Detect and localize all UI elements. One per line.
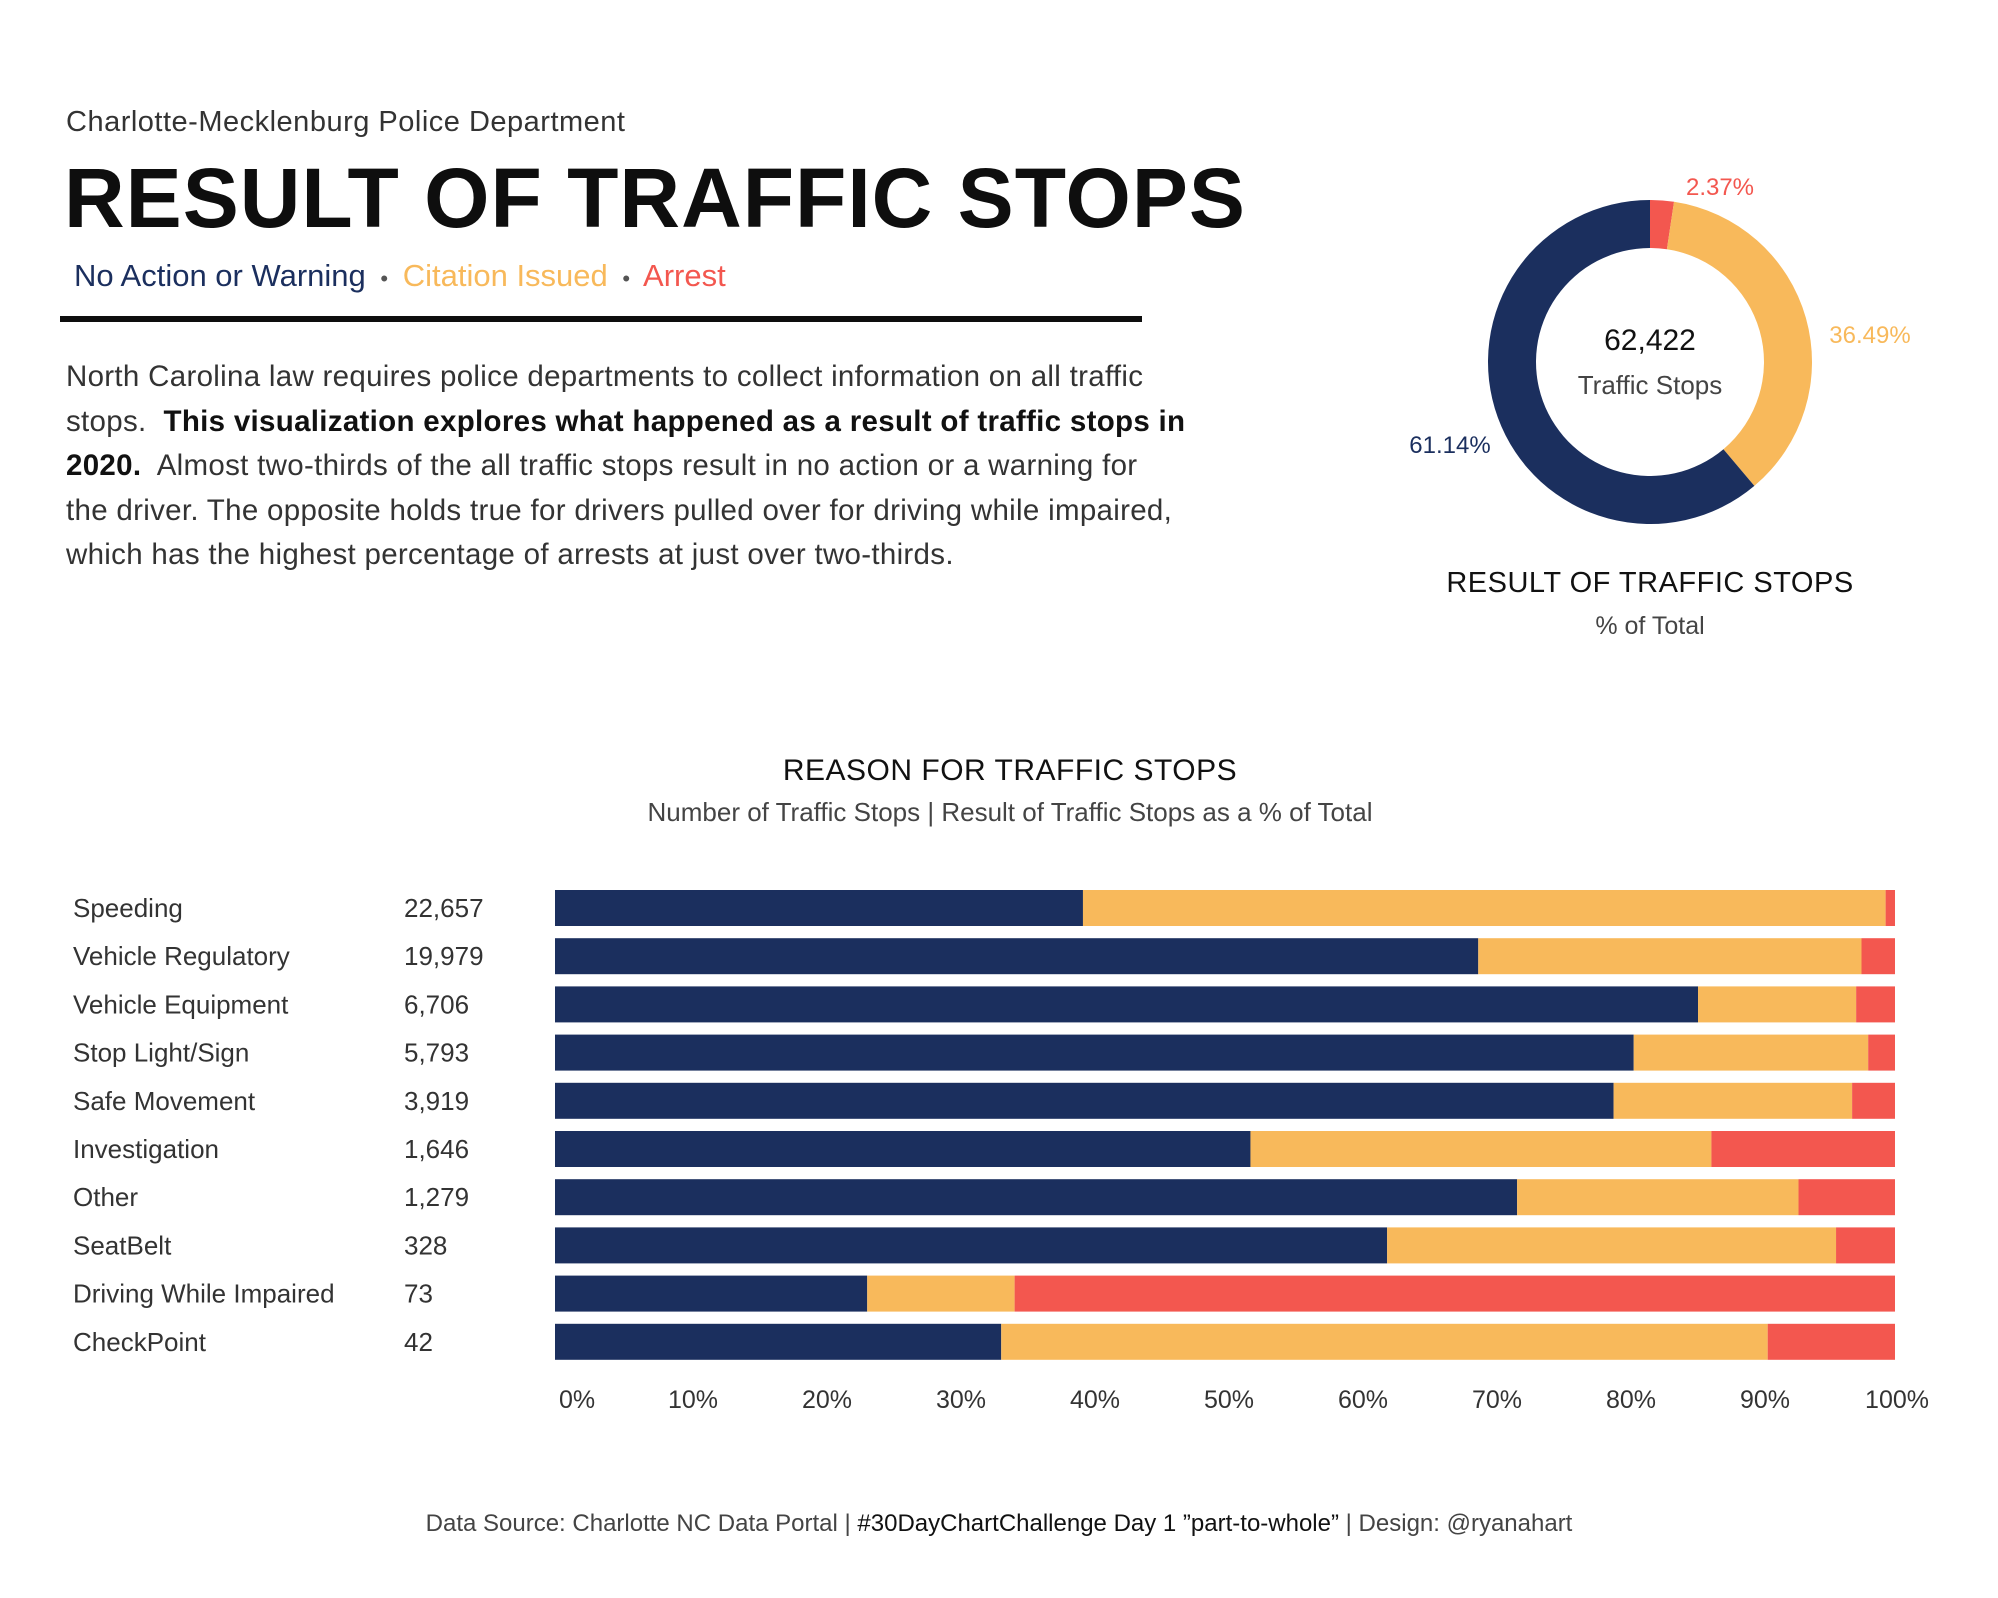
count-label: 328 (404, 1230, 447, 1260)
bar-segment-arrest (1798, 1179, 1895, 1216)
bar-segment-citation-issued (1082, 890, 1886, 926)
bar-segment-arrest (1885, 890, 1895, 926)
description-intro: North Carolina law requires police depar… (66, 360, 1144, 438)
donut-center-label: Traffic Stops (1577, 370, 1723, 400)
description-body: Almost two-thirds of the all traffic sto… (66, 449, 1173, 571)
category-label: Driving While Impaired (73, 1279, 335, 1309)
bar-segment-no-action-or-warning (555, 986, 1699, 1023)
donut-subtitle: % of Total (1595, 612, 1705, 640)
bar-segment-no-action-or-warning (555, 1082, 1614, 1119)
footer-challenge: #30DayChartChallenge Day 1 ”part-to-whol… (857, 1510, 1339, 1537)
donut-slice-citation-issued (1666, 201, 1812, 486)
color-legend: No Action or Warning • Citation Issued •… (74, 258, 726, 294)
title-divider (60, 316, 1142, 322)
legend-no-action: No Action or Warning (74, 258, 366, 293)
category-label: CheckPoint (73, 1327, 207, 1357)
bar-segment-citation-issued (867, 1275, 1015, 1312)
donut-slice-label: 2.37% (1686, 174, 1754, 201)
bar-segment-arrest (1836, 1227, 1895, 1264)
bar-segment-citation-issued (1517, 1179, 1799, 1216)
count-label: 3,919 (404, 1086, 469, 1116)
category-label: Vehicle Equipment (73, 989, 289, 1019)
legend-citation: Citation Issued (402, 258, 608, 293)
x-tick-label: 30% (936, 1386, 986, 1414)
count-label: 19,979 (404, 941, 484, 971)
bar-chart-title: REASON FOR TRAFFIC STOPS (782, 754, 1238, 787)
x-tick-label: 80% (1606, 1386, 1656, 1414)
x-tick-label: 10% (668, 1386, 718, 1414)
page-title: RESULT OF TRAFFIC STOPS (64, 151, 1246, 245)
bar-segment-citation-issued (1698, 986, 1857, 1023)
footer-design: | Design: @ryanahart (1338, 1510, 1573, 1537)
bar-segment-citation-issued (1633, 1034, 1869, 1071)
bar-segment-no-action-or-warning (555, 938, 1479, 975)
donut-slice-no-action-or-warning (1487, 200, 1755, 524)
description-bold: This visualization explores what happene… (66, 404, 1186, 483)
category-label: SeatBelt (73, 1230, 172, 1260)
count-label: 6,706 (404, 989, 469, 1019)
count-label: 22,657 (404, 893, 484, 923)
bar-segment-citation-issued (1250, 1131, 1712, 1167)
bar-segment-arrest (1868, 1034, 1895, 1071)
legend-separator: • (622, 266, 631, 291)
bar-segment-no-action-or-warning (555, 1227, 1388, 1264)
department-name: Charlotte-Mecklenburg Police Department (66, 106, 626, 138)
x-tick-label: 70% (1472, 1386, 1522, 1414)
count-label: 1,279 (404, 1182, 469, 1212)
bar-segment-no-action-or-warning (555, 1275, 868, 1312)
x-tick-label: 0% (559, 1386, 595, 1414)
legend-separator: • (380, 266, 389, 291)
category-label: Investigation (73, 1134, 219, 1164)
x-tick-label: 50% (1204, 1386, 1254, 1414)
bar-segment-arrest (1856, 986, 1895, 1023)
donut-slice-label: 61.14% (1409, 432, 1490, 459)
category-label: Safe Movement (73, 1086, 256, 1116)
count-label: 5,793 (404, 1038, 469, 1068)
bar-segment-no-action-or-warning (555, 1179, 1518, 1216)
category-label: Speeding (73, 893, 183, 923)
bar-segment-arrest (1852, 1082, 1895, 1119)
x-tick-label: 20% (802, 1386, 852, 1414)
bar-segment-arrest (1014, 1275, 1895, 1312)
donut-center-value: 62,422 (1604, 324, 1696, 357)
bar-segment-citation-issued (1613, 1082, 1853, 1119)
bar-segment-citation-issued (1001, 1323, 1768, 1360)
donut-slice-label: 36.49% (1829, 322, 1910, 349)
donut-slice-arrest (1650, 200, 1675, 250)
x-tick-label: 60% (1338, 1386, 1388, 1414)
x-tick-label: 100% (1865, 1386, 1929, 1414)
footer-credits: Data Source: Charlotte NC Data Portal | … (300, 1510, 1698, 1538)
bar-segment-no-action-or-warning (555, 1323, 1002, 1360)
category-label: Vehicle Regulatory (73, 941, 290, 971)
category-label: Stop Light/Sign (73, 1038, 249, 1068)
description: North Carolina law requires police depar… (66, 355, 1186, 578)
donut-title: RESULT OF TRAFFIC STOPS (1446, 567, 1854, 599)
footer-source: Data Source: Charlotte NC Data Portal | (425, 1510, 858, 1537)
x-tick-label: 40% (1070, 1386, 1120, 1414)
bar-segment-citation-issued (1387, 1227, 1837, 1264)
bar-segment-citation-issued (1478, 938, 1862, 975)
bar-chart-subtitle: Number of Traffic Stops | Result of Traf… (647, 797, 1373, 827)
legend-arrest: Arrest (643, 258, 726, 293)
bar-segment-arrest (1861, 938, 1895, 975)
x-tick-label: 90% (1740, 1386, 1790, 1414)
bar-segment-arrest (1767, 1323, 1895, 1360)
category-label: Other (73, 1182, 138, 1212)
bar-segment-arrest (1711, 1131, 1895, 1167)
count-label: 42 (404, 1327, 433, 1357)
bar-segment-no-action-or-warning (555, 1034, 1634, 1071)
count-label: 1,646 (404, 1134, 469, 1164)
count-label: 73 (404, 1279, 433, 1309)
bar-segment-no-action-or-warning (555, 1131, 1251, 1167)
bar-segment-no-action-or-warning (555, 890, 1083, 926)
